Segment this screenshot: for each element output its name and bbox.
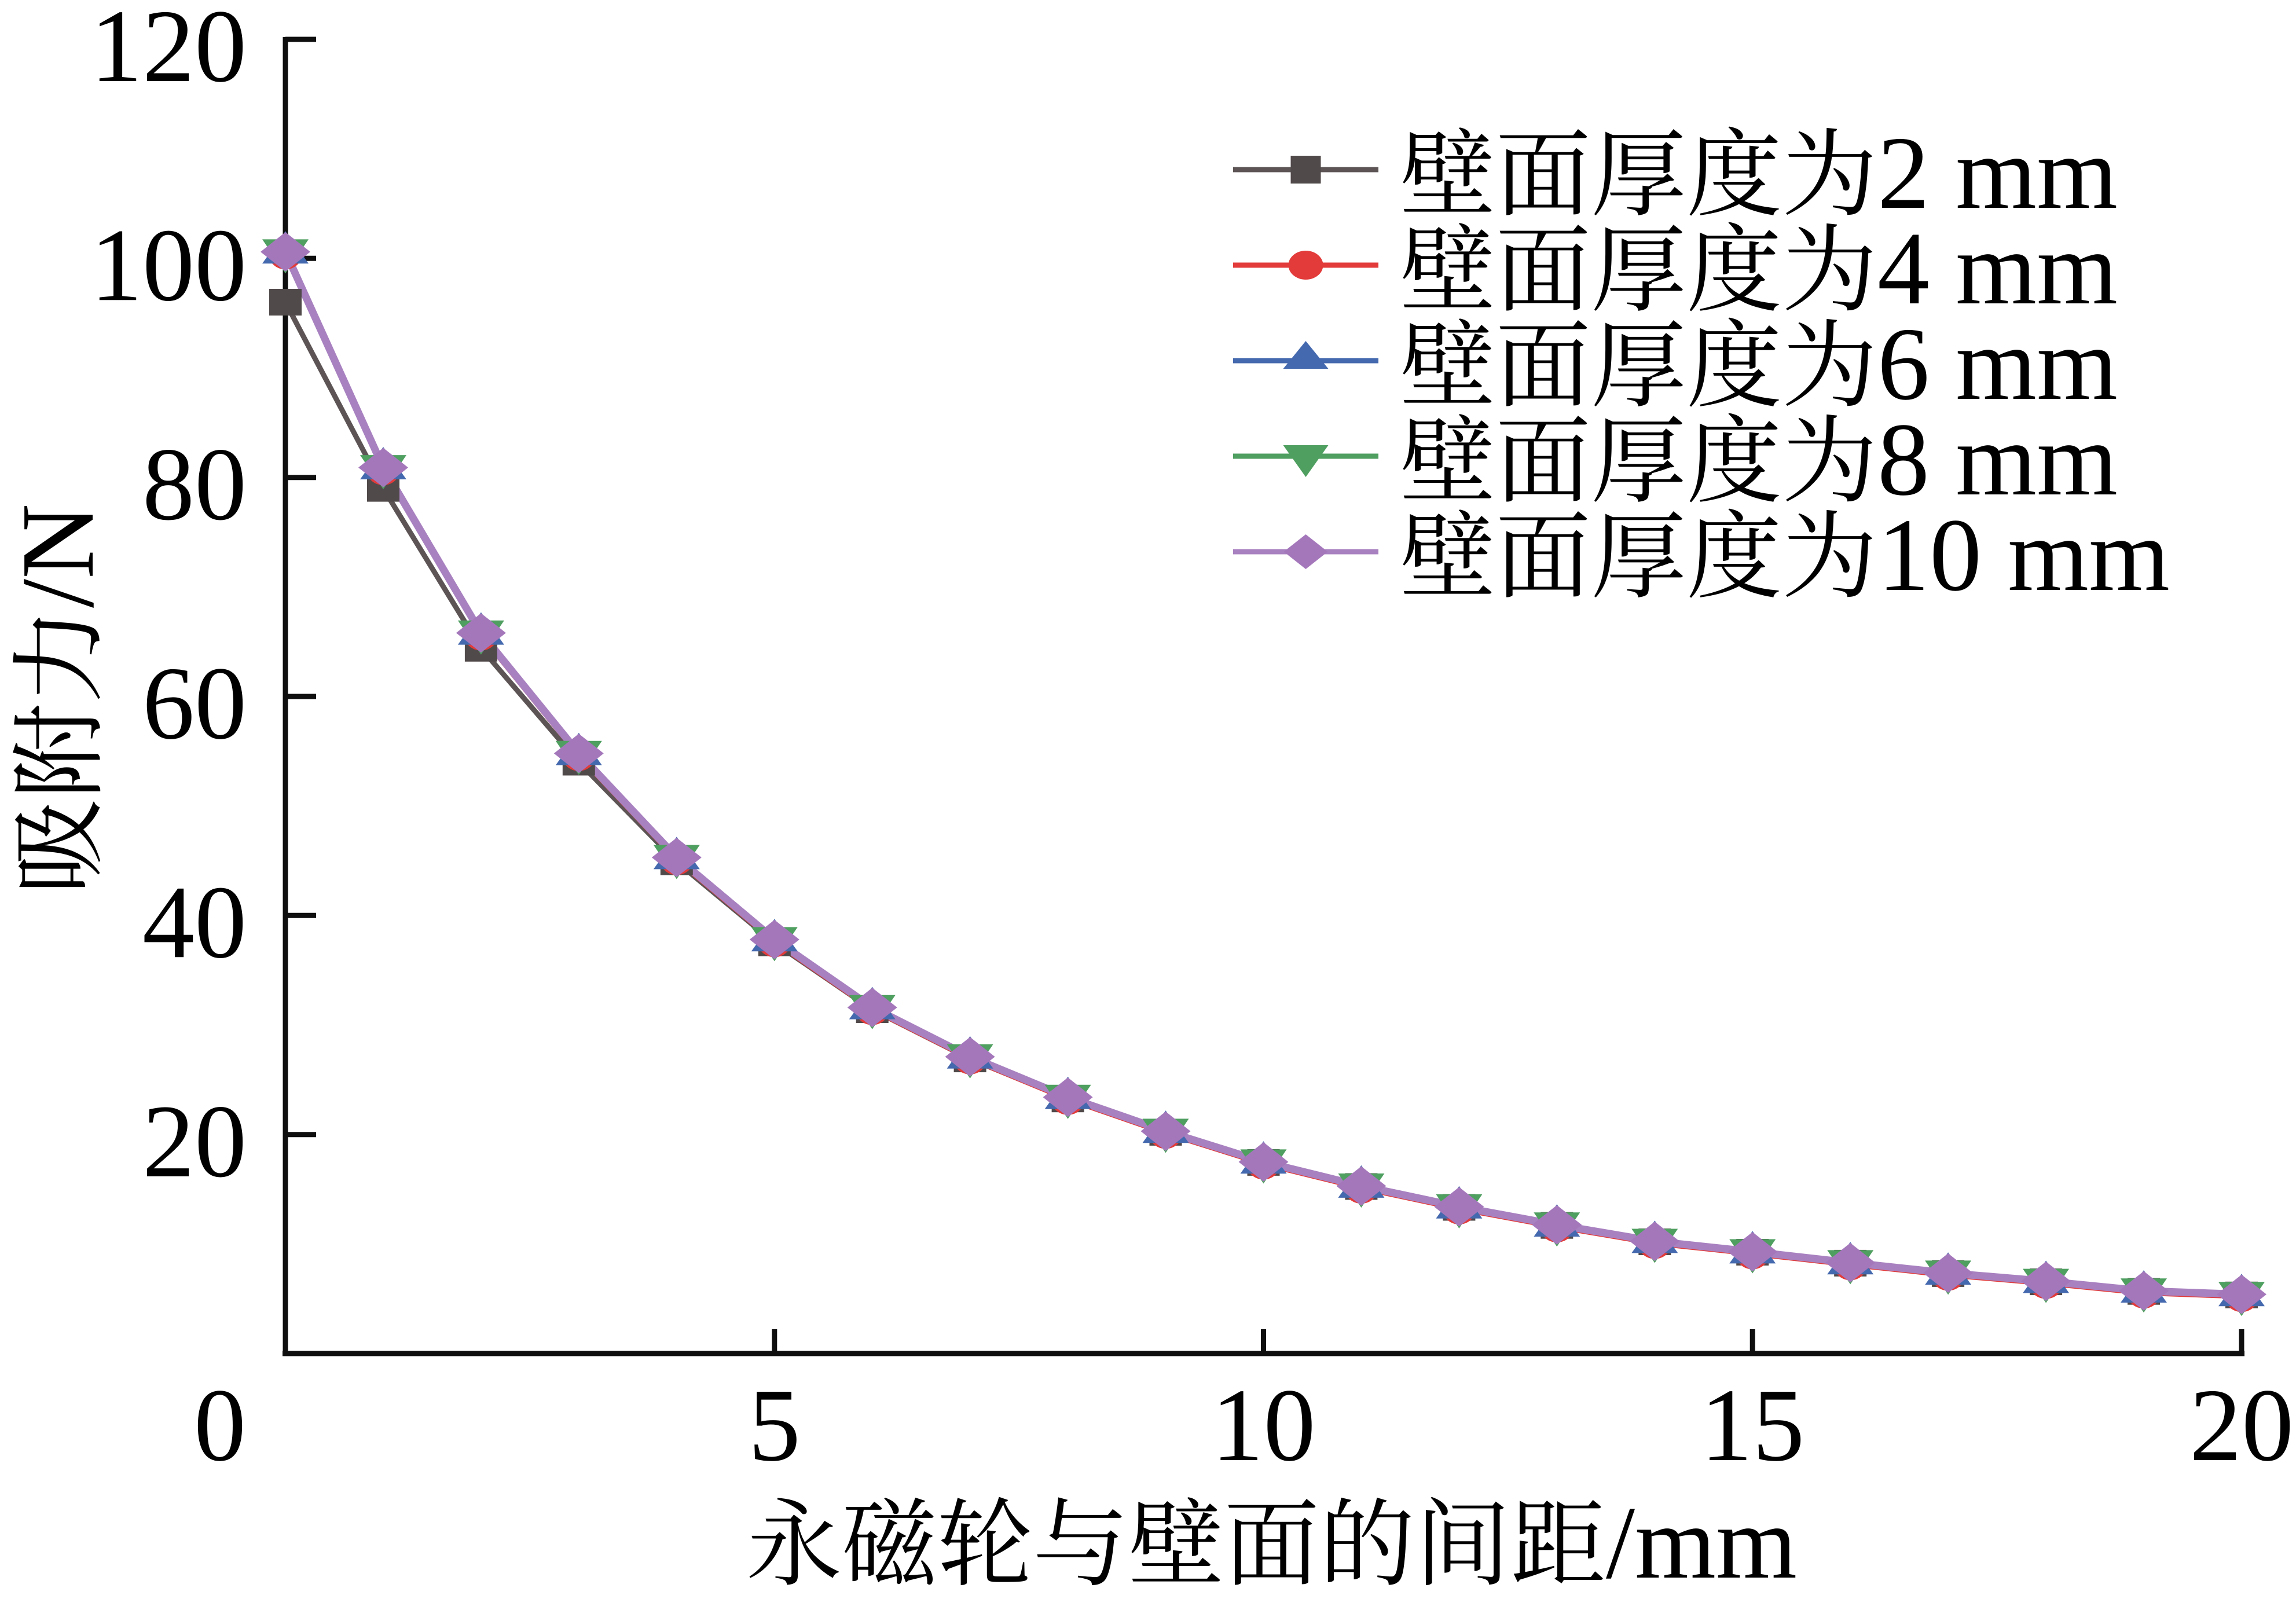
svg-text:4 mm: 4 mm xyxy=(1877,211,2118,326)
svg-text:15: 15 xyxy=(1700,1367,1804,1483)
svg-text:6 mm: 6 mm xyxy=(1877,306,2118,421)
svg-text:120: 120 xyxy=(90,0,247,104)
svg-text:/mm: /mm xyxy=(1606,1485,1797,1600)
svg-text:40: 40 xyxy=(142,864,247,980)
svg-text:0: 0 xyxy=(194,1367,246,1483)
svg-text:20: 20 xyxy=(2189,1367,2294,1483)
svg-text:8 mm: 8 mm xyxy=(1877,402,2118,517)
svg-text:10 mm: 10 mm xyxy=(1877,497,2170,613)
svg-text:20: 20 xyxy=(142,1084,247,1199)
svg-text:60: 60 xyxy=(142,646,247,761)
svg-text:/N: /N xyxy=(0,504,115,608)
svg-text:100: 100 xyxy=(90,207,247,322)
svg-text:5: 5 xyxy=(749,1367,801,1483)
svg-text:10: 10 xyxy=(1212,1367,1316,1483)
svg-text:80: 80 xyxy=(142,427,247,542)
svg-text:2 mm: 2 mm xyxy=(1877,115,2118,230)
